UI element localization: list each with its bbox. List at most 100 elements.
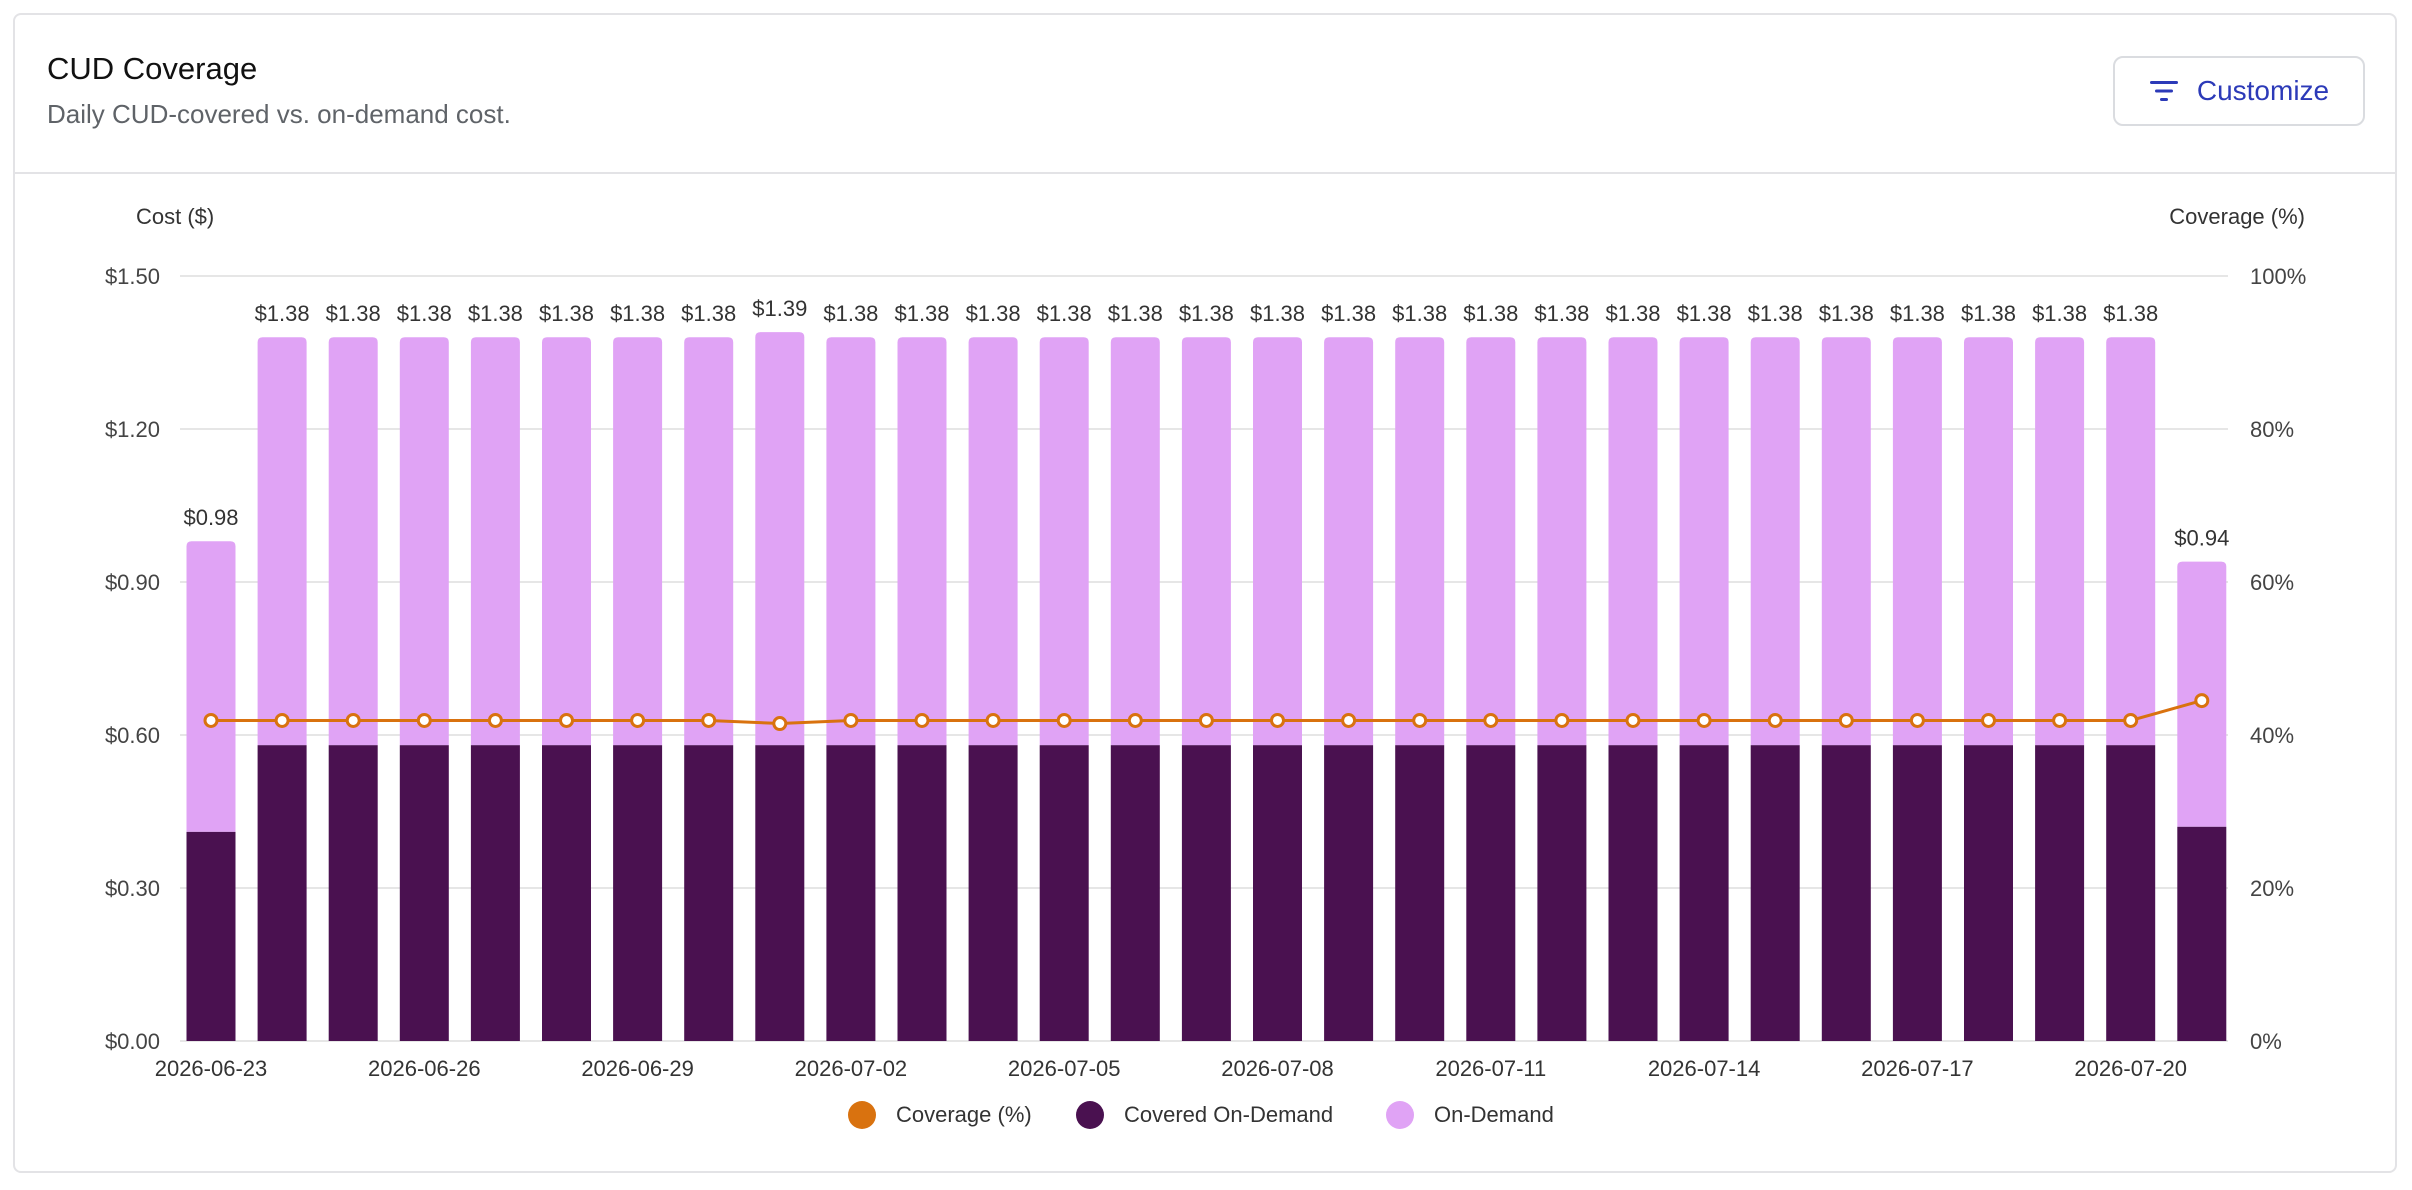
bar-covered bbox=[613, 745, 663, 1041]
bar-on-demand bbox=[1821, 337, 1871, 746]
coverage-point bbox=[1554, 712, 1570, 728]
bar-total-label: $1.38 bbox=[610, 301, 665, 326]
bar-on-demand bbox=[1395, 337, 1445, 746]
bar-on-demand bbox=[1537, 337, 1587, 746]
bar-covered bbox=[755, 745, 805, 1041]
bar-on-demand bbox=[1679, 337, 1729, 746]
bar-covered bbox=[826, 745, 876, 1041]
coverage-point bbox=[630, 712, 646, 728]
bar-covered bbox=[257, 745, 307, 1041]
bar-total-label: $1.38 bbox=[823, 301, 878, 326]
bar-on-demand bbox=[470, 337, 520, 746]
bar-total-label: $1.38 bbox=[326, 301, 381, 326]
coverage-point bbox=[559, 712, 574, 728]
coverage-point bbox=[1056, 712, 1072, 728]
coverage-point bbox=[1341, 712, 1357, 728]
legend-label: Covered On-Demand bbox=[1124, 1102, 1333, 1127]
y-tick-label: $0.00 bbox=[105, 1029, 160, 1054]
coverage-point bbox=[1625, 712, 1641, 728]
bar-on-demand bbox=[2035, 337, 2085, 746]
bar-covered bbox=[1608, 745, 1658, 1041]
coverage-point bbox=[701, 712, 717, 728]
bar-covered bbox=[2106, 745, 2156, 1041]
x-tick-label: 2026-07-14 bbox=[1648, 1056, 1761, 1081]
bar-on-demand bbox=[826, 337, 876, 746]
y-tick-label: $0.90 bbox=[105, 570, 160, 595]
coverage-point bbox=[1127, 712, 1143, 728]
x-tick-label: 2026-07-08 bbox=[1221, 1056, 1334, 1081]
y-tick-label: $1.20 bbox=[105, 417, 160, 442]
bar-covered bbox=[542, 745, 591, 1041]
bar-covered bbox=[1253, 745, 1302, 1041]
coverage-point bbox=[1909, 712, 1925, 728]
bar-total-label: $1.38 bbox=[894, 301, 949, 326]
legend-swatch bbox=[1076, 1101, 1104, 1129]
bar-on-demand bbox=[399, 337, 449, 746]
bar-covered bbox=[1537, 745, 1587, 1041]
coverage-point bbox=[1696, 712, 1712, 728]
bar-total-label: $0.98 bbox=[183, 505, 238, 530]
coverage-point bbox=[772, 716, 788, 732]
bar-total-label: $1.38 bbox=[1677, 301, 1732, 326]
legend-label: Coverage (%) bbox=[896, 1102, 1032, 1127]
bar-total-label: $1.38 bbox=[255, 301, 310, 326]
bar-on-demand bbox=[1608, 337, 1658, 746]
x-tick-label: 2026-07-11 bbox=[1435, 1056, 1546, 1081]
x-tick-label: 2026-06-23 bbox=[155, 1056, 268, 1081]
bar-on-demand bbox=[1253, 337, 1302, 746]
bar-total-label: $1.38 bbox=[539, 301, 594, 326]
legend-swatch bbox=[1386, 1101, 1414, 1129]
card-subtitle: Daily CUD-covered vs. on-demand cost. bbox=[47, 99, 511, 129]
x-tick-label: 2026-06-26 bbox=[368, 1056, 481, 1081]
coverage-point bbox=[2052, 712, 2068, 728]
bar-total-label: $1.38 bbox=[2103, 301, 2158, 326]
bar-on-demand bbox=[1892, 337, 1942, 746]
coverage-point bbox=[345, 712, 361, 728]
customize-button[interactable]: Customize bbox=[2113, 56, 2365, 126]
y2-tick-label: 20% bbox=[2250, 876, 2294, 901]
x-tick-label: 2026-07-20 bbox=[2074, 1056, 2187, 1081]
x-tick-label: 2026-07-05 bbox=[1008, 1056, 1121, 1081]
bar-total-label: $1.38 bbox=[681, 301, 736, 326]
bar-covered bbox=[1039, 745, 1089, 1041]
coverage-point bbox=[843, 712, 859, 728]
bar-covered bbox=[1750, 745, 1800, 1041]
bar-on-demand bbox=[755, 332, 805, 746]
bar-covered bbox=[2035, 745, 2085, 1041]
bar-on-demand bbox=[1964, 337, 2013, 746]
bar-total-label: $1.38 bbox=[468, 301, 523, 326]
bar-covered bbox=[1892, 745, 1942, 1041]
bar-covered bbox=[1324, 745, 1374, 1041]
x-tick-label: 2026-07-17 bbox=[1861, 1056, 1974, 1081]
bar-total-label: $0.94 bbox=[2174, 526, 2229, 551]
y2-tick-label: 80% bbox=[2250, 417, 2294, 442]
bar-total-label: $1.38 bbox=[1179, 301, 1234, 326]
bar-total-label: $1.39 bbox=[752, 296, 807, 321]
bar-on-demand bbox=[684, 337, 734, 746]
bar-total-label: $1.38 bbox=[966, 301, 1021, 326]
bar-total-label: $1.38 bbox=[397, 301, 452, 326]
y2-tick-label: 100% bbox=[2250, 264, 2306, 289]
bar-total-label: $1.38 bbox=[1961, 301, 2016, 326]
coverage-point bbox=[203, 712, 219, 728]
bar-on-demand bbox=[186, 541, 236, 832]
x-tick-label: 2026-06-29 bbox=[581, 1056, 694, 1081]
y2-tick-label: 40% bbox=[2250, 723, 2294, 748]
coverage-point bbox=[914, 712, 930, 728]
bar-on-demand bbox=[897, 337, 947, 746]
bar-covered bbox=[328, 745, 378, 1041]
coverage-point bbox=[2123, 712, 2139, 728]
y2-tick-label: 60% bbox=[2250, 570, 2294, 595]
coverage-point bbox=[416, 712, 432, 728]
bar-total-label: $1.38 bbox=[1250, 301, 1305, 326]
coverage-point bbox=[1767, 712, 1783, 728]
bar-on-demand bbox=[1039, 337, 1089, 746]
bar-covered bbox=[1964, 745, 2013, 1041]
bar-total-label: $1.38 bbox=[1392, 301, 1447, 326]
bar-on-demand bbox=[1181, 337, 1231, 746]
customize-label: Customize bbox=[2196, 75, 2330, 106]
card-header: CUD Coverage Daily CUD-covered vs. on-de… bbox=[15, 15, 2395, 174]
coverage-point bbox=[1270, 712, 1285, 728]
bar-on-demand bbox=[328, 337, 378, 746]
bar-total-label: $1.38 bbox=[1037, 301, 1092, 326]
